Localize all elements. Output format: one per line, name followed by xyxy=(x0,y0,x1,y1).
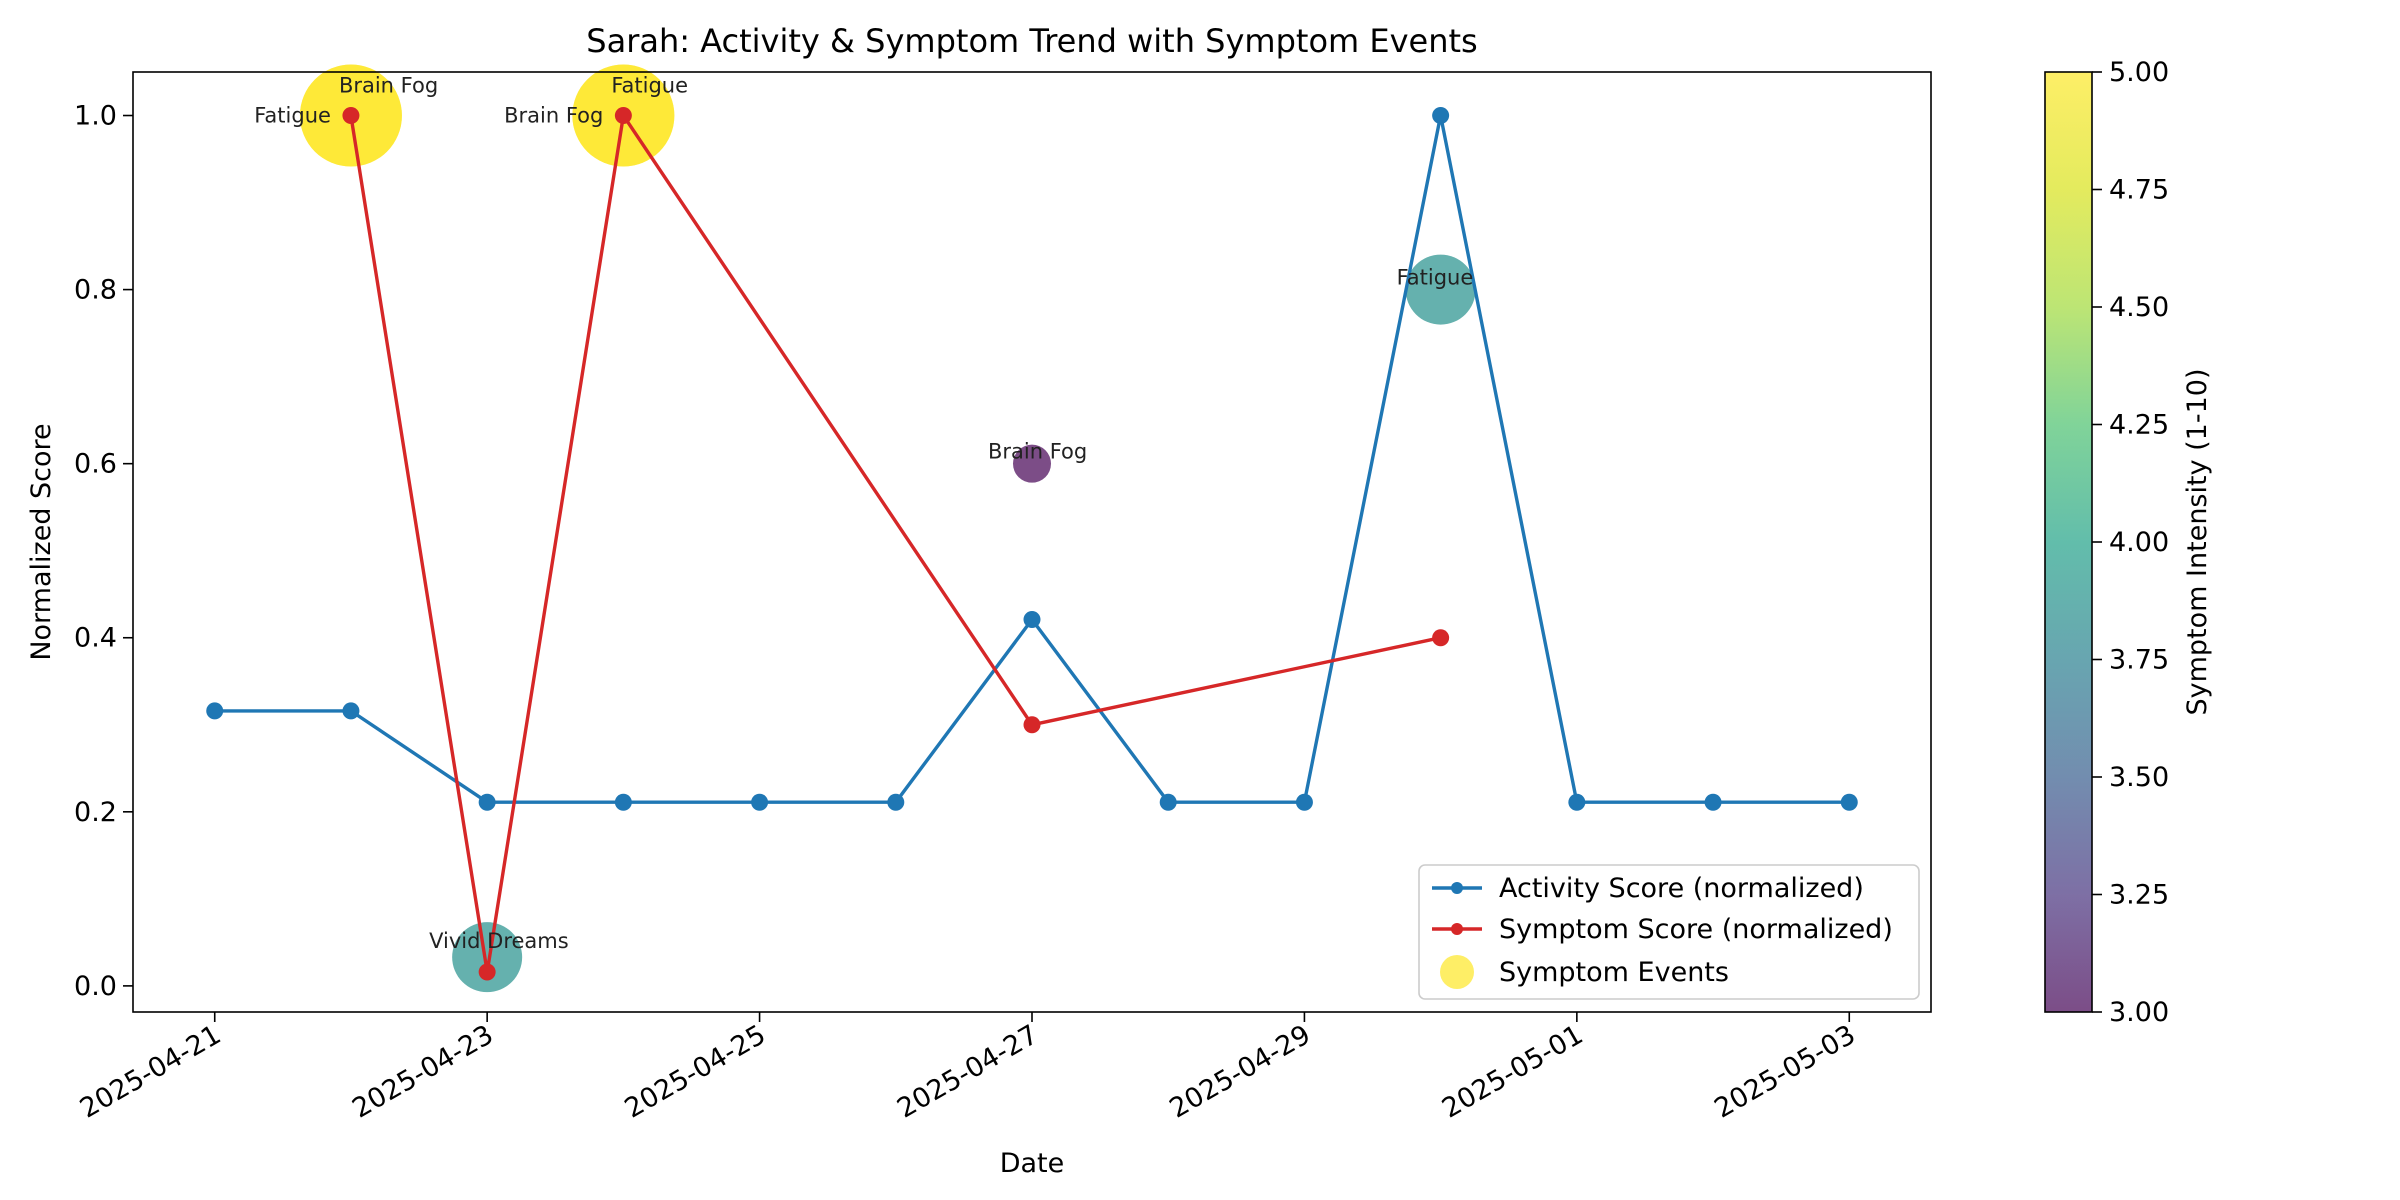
activity-score-point xyxy=(1295,793,1313,811)
activity-score-point xyxy=(342,702,360,720)
legend-symptom-marker xyxy=(1451,923,1463,935)
symptom-score-point xyxy=(1432,629,1450,647)
x-axis-label: Date xyxy=(1000,1148,1065,1179)
symptom-event-label: Vivid Dreams xyxy=(429,929,569,953)
symptom-score-point xyxy=(478,963,496,981)
y-tick-label: 0.2 xyxy=(74,797,117,828)
symptom-event-bubble xyxy=(1405,254,1476,325)
symptom-score-point xyxy=(342,107,360,125)
activity-score-point xyxy=(1023,610,1041,628)
activity-score-point xyxy=(1840,793,1858,811)
chart-title: Sarah: Activity & Symptom Trend with Sym… xyxy=(586,22,1477,60)
activity-score-point xyxy=(751,793,769,811)
symptom-score-point xyxy=(614,107,632,125)
y-axis-ticks: 0.0 0.2 0.4 0.6 0.8 1.0 xyxy=(74,101,133,1002)
symptom-event-label: Fatigue xyxy=(254,104,331,128)
y-tick-label: 0.6 xyxy=(74,449,117,480)
y-tick-label: 0.0 xyxy=(74,971,117,1002)
colorbar: 3.00 3.25 3.50 3.75 4.00 4.25 4.50 4.75 5.00 Sym… xyxy=(2044,57,2213,1028)
colorbar-tick-label: 4.25 xyxy=(2109,410,2169,441)
x-tick-label: 2025-04-29 xyxy=(1165,1019,1316,1124)
symptom-event-bubble xyxy=(452,922,523,993)
y-tick-label: 0.8 xyxy=(74,275,117,306)
plot-background xyxy=(133,72,1931,1012)
symptom-event-labels: Fatigue Brain Fog Vivid Dreams Brain Fog Fat… xyxy=(254,74,1473,954)
colorbar-tick-label: 4.00 xyxy=(2109,527,2169,558)
legend-activity-label: Activity Score (normalized) xyxy=(1499,873,1864,904)
y-tick-label: 1.0 xyxy=(74,101,117,132)
symptom-event-label: Brain Fog xyxy=(504,104,603,128)
legend: Activity Score (normalized) Symptom Scor… xyxy=(1418,864,1920,1000)
legend-events-marker xyxy=(1440,955,1474,989)
x-axis-ticks: 2025-04-21 2025-04-23 2025-04-25 2025-04-27… xyxy=(75,1012,1861,1125)
activity-score-point xyxy=(206,702,224,720)
x-tick-label: 2025-04-25 xyxy=(620,1019,771,1124)
x-tick-label: 2025-04-27 xyxy=(892,1019,1043,1124)
symptom-event-label: Fatigue xyxy=(1397,266,1474,290)
activity-score-point xyxy=(887,793,905,811)
colorbar-tick-label: 3.50 xyxy=(2109,762,2169,793)
legend-activity-marker xyxy=(1451,882,1463,894)
legend-box xyxy=(1418,864,1920,1000)
x-tick-label: 2025-04-23 xyxy=(347,1019,498,1124)
activity-score-point xyxy=(478,793,496,811)
legend-symptom-label: Symptom Score (normalized) xyxy=(1499,914,1893,945)
activity-score-point xyxy=(614,793,632,811)
colorbar-tick-label: 4.50 xyxy=(2109,292,2169,323)
x-tick-label: 2025-04-21 xyxy=(75,1019,226,1124)
symptom-event-label: Brain Fog xyxy=(339,74,438,98)
colorbar-tick-label: 5.00 xyxy=(2109,57,2169,88)
y-axis-label: Normalized Score xyxy=(26,423,57,660)
y-tick-label: 0.4 xyxy=(74,623,117,654)
symptom-event-bubble xyxy=(1013,444,1051,483)
legend-events-label: Symptom Events xyxy=(1499,957,1729,988)
symptom-score-point xyxy=(1023,716,1041,734)
activity-score-point xyxy=(1704,793,1722,811)
activity-score-point xyxy=(1159,793,1177,811)
symptom-event-label: Fatigue xyxy=(611,74,688,98)
colorbar-tick-label: 3.00 xyxy=(2109,997,2169,1028)
series-lines xyxy=(206,107,1858,981)
colorbar-ticks: 3.00 3.25 3.50 3.75 4.00 4.25 4.50 4.75 5.00 xyxy=(2092,57,2169,1028)
colorbar-tick-label: 3.75 xyxy=(2109,645,2169,676)
colorbar-tick-label: 3.25 xyxy=(2109,880,2169,911)
activity-score-point xyxy=(1568,793,1586,811)
x-tick-label: 2025-05-03 xyxy=(1709,1019,1860,1124)
colorbar-gradient xyxy=(2044,71,2093,1013)
symptom-event-label: Brain Fog xyxy=(988,440,1087,464)
activity-score-point xyxy=(1432,107,1450,125)
colorbar-label: Symptom Intensity (1-10) xyxy=(2182,369,2213,716)
x-tick-label: 2025-05-01 xyxy=(1437,1019,1588,1124)
colorbar-tick-label: 4.75 xyxy=(2109,175,2169,206)
